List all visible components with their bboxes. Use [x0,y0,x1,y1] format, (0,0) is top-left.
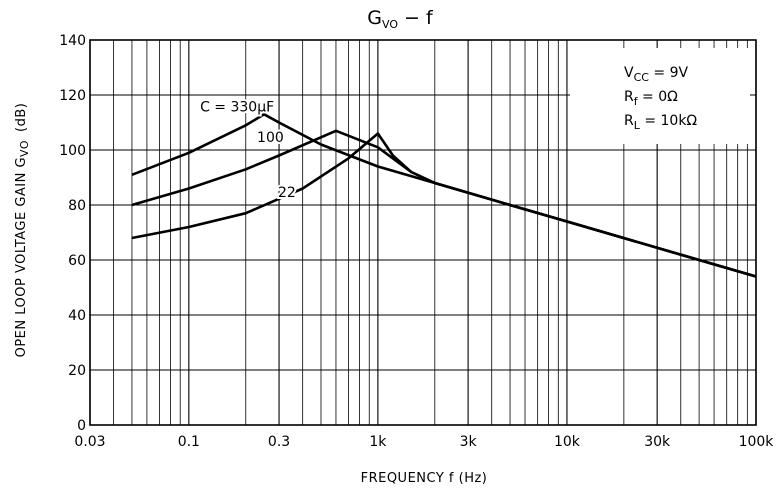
series-label-3: 22 [278,185,296,201]
grid [89,39,757,426]
x-tick-label: 3k [460,434,478,450]
plot-frame [89,39,757,426]
x-tick-label: 0.3 [268,434,290,450]
y-axis-label: OPEN LOOP VOLTAGE GAIN GVO(dB) [14,103,31,358]
x-tick-label: 10k [554,434,581,450]
y-tick-label: 120 [59,88,86,104]
series-line-2 [131,129,757,278]
tick-labels: 0.03 0.1 0.3 1k 3k 10k 30k 100k 0 20 40 60 80 100 120 1… [59,33,774,450]
condition-line: RL = 10kΩ [624,113,697,132]
y-tick-label: 80 [68,198,86,214]
x-axis-label: FREQUENCY f (Hz) [361,471,488,486]
y-tick-label: 100 [59,143,86,159]
y-tick-label: 60 [68,253,86,269]
series-label-2: 100 [257,130,284,146]
y-tick-label: 0 [77,418,86,434]
x-tick-label: 0.1 [178,434,200,450]
series-labels: C = 330μF 100 22 [198,98,298,203]
condition-line: VCC = 9V [624,65,688,84]
x-tick-label: 30k [644,434,671,450]
series-label-1: C = 330μF [200,100,274,116]
series-line-3 [131,132,757,278]
conditions-box [570,48,750,144]
y-tick-label: 140 [59,33,86,49]
x-tick-label: 1k [369,434,387,450]
condition-line: Rf = 0Ω [624,89,678,108]
chart-title: GVO − f [367,7,434,31]
y-tick-label: 40 [68,308,86,324]
series-lines [131,113,757,278]
x-tick-label: 0.03 [74,434,105,450]
conditions-legend: VCC = 9V Rf = 0Ω RL = 10kΩ [624,65,697,132]
x-tick-label: 100k [739,434,775,450]
y-tick-label: 20 [68,363,86,379]
